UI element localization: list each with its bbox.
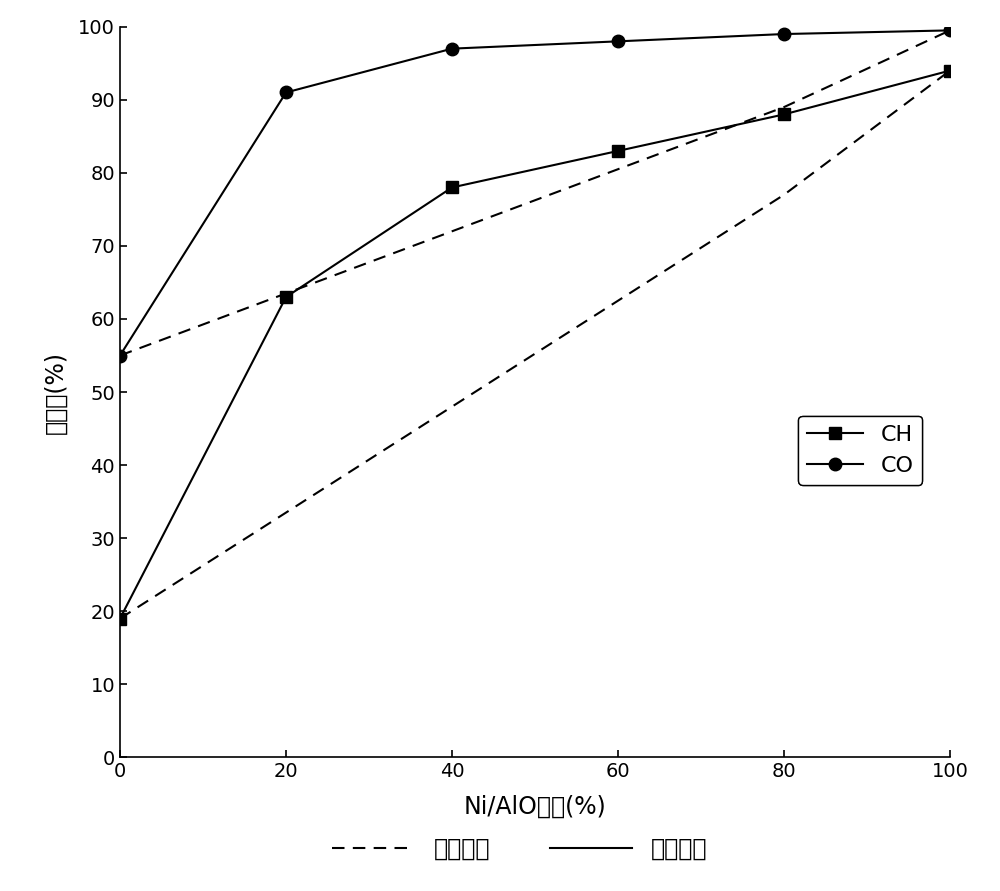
X-axis label: Ni/AlO含量(%): Ni/AlO含量(%) [464, 795, 606, 819]
Legend: CH, CO: CH, CO [798, 416, 922, 485]
Y-axis label: 转化率(%): 转化率(%) [43, 350, 67, 434]
Legend: 计算结果, 实验结果: 计算结果, 实验结果 [323, 828, 717, 871]
